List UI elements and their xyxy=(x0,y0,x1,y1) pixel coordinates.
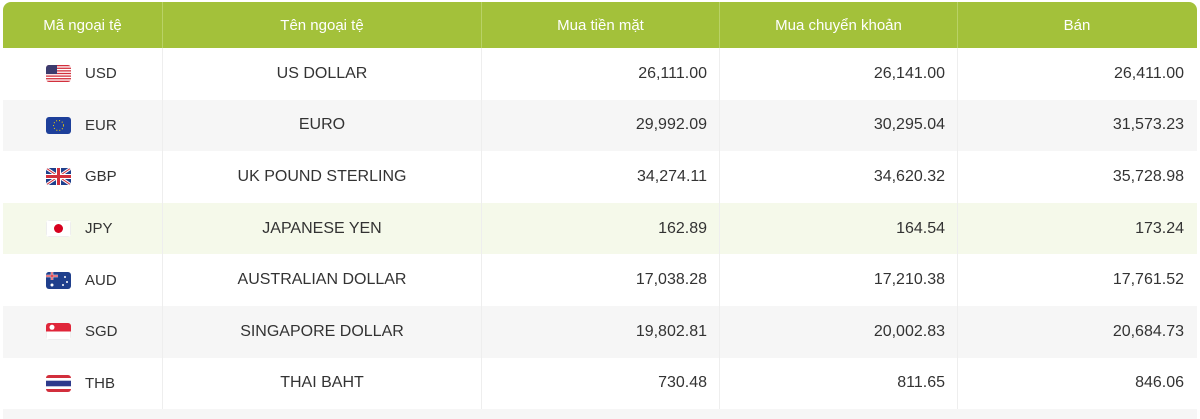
table-row: SGD SINGAPORE DOLLAR 19,802.81 20,002.83… xyxy=(3,305,1197,358)
currency-code-cell: AUD xyxy=(3,254,163,306)
singapore-flag-icon xyxy=(46,323,71,341)
transfer-buy-rate: 20,002.83 xyxy=(720,305,958,358)
table-row: JPY JAPANESE YEN 162.89 164.54 173.24 xyxy=(3,202,1197,255)
table-row: THB THAI BAHT 730.48 811.65 846.06 xyxy=(3,357,1197,410)
currency-name: THAI BAHT xyxy=(163,357,482,410)
sell-rate: 35,728.98 xyxy=(1112,167,1184,185)
currency-code-cell: GBP xyxy=(3,151,163,203)
transfer-buy-rate: 17,210.38 xyxy=(720,254,958,306)
currency-code: AUD xyxy=(85,271,117,289)
header-sell: Bán xyxy=(1063,16,1091,34)
currency-code-cell: JPY xyxy=(3,202,163,255)
currency-name: AUSTRALIAN DOLLAR xyxy=(163,254,482,306)
sell-rate: 26,411.00 xyxy=(1114,64,1184,82)
cash-buy-rate: 34,274.11 xyxy=(482,151,720,203)
table-row-partial xyxy=(3,409,1197,419)
table-row: USD US DOLLAR 26,111.00 26,141.00 26,411… xyxy=(3,48,1197,100)
header-name: Tên ngoại tệ xyxy=(163,2,482,48)
table-row: GBP UK POUND STERLING 34,274.11 34,620.3… xyxy=(3,151,1197,203)
currency-name: EURO xyxy=(163,99,482,152)
transfer-buy-rate: 34,620.32 xyxy=(720,151,958,203)
japan-flag-icon xyxy=(46,220,71,238)
currency-code: THB xyxy=(85,374,115,392)
cash-buy-rate: 19,802.81 xyxy=(482,305,720,358)
currency-code: USD xyxy=(85,65,117,83)
thailand-flag-icon xyxy=(46,374,71,392)
us-flag-icon xyxy=(46,65,71,83)
cash-buy-rate: 29,992.09 xyxy=(482,99,720,152)
transfer-buy-rate: 30,295.04 xyxy=(720,99,958,152)
currency-code: EUR xyxy=(85,116,117,134)
currency-code: GBP xyxy=(85,168,117,186)
cash-buy-rate: 730.48 xyxy=(482,357,720,410)
currency-code-cell: SGD xyxy=(3,305,163,358)
transfer-buy-rate: 811.65 xyxy=(720,357,958,410)
cash-buy-rate: 162.89 xyxy=(482,202,720,255)
eu-flag-icon xyxy=(46,116,71,134)
uk-flag-icon xyxy=(46,168,71,186)
header-code: Mã ngoại tệ xyxy=(3,2,163,48)
currency-name: JAPANESE YEN xyxy=(163,202,482,255)
table-row: AUD AUSTRALIAN DOLLAR 17,038.28 17,210.3… xyxy=(3,254,1197,306)
currency-name: US DOLLAR xyxy=(163,48,482,100)
sell-rate: 31,573.23 xyxy=(1112,116,1184,134)
header-cash-buy: Mua tiền mặt xyxy=(482,2,720,48)
cash-buy-rate: 26,111.00 xyxy=(482,48,720,100)
cash-buy-rate: 17,038.28 xyxy=(482,254,720,306)
currency-code: JPY xyxy=(85,220,113,238)
currency-code: SGD xyxy=(85,323,118,341)
currency-name: SINGAPORE DOLLAR xyxy=(163,305,482,358)
sell-rate: 17,761.52 xyxy=(1112,271,1184,289)
header-transfer-buy: Mua chuyển khoản xyxy=(720,2,958,48)
currency-code-cell: EUR xyxy=(3,99,163,152)
transfer-buy-rate: 26,141.00 xyxy=(720,48,958,100)
sell-rate: 846.06 xyxy=(1135,374,1184,392)
table-header: Mã ngoại tệ Tên ngoại tệ Mua tiền mặt Mu… xyxy=(3,2,1197,48)
table-row: EUR EURO 29,992.09 30,295.04 31,573.23 xyxy=(3,99,1197,152)
currency-code-cell: THB xyxy=(3,357,163,410)
transfer-buy-rate: 164.54 xyxy=(720,202,958,255)
currency-code-cell: USD xyxy=(3,48,163,100)
sell-rate: 20,684.73 xyxy=(1112,322,1184,340)
currency-name: UK POUND STERLING xyxy=(163,151,482,203)
sell-rate: 173.24 xyxy=(1135,219,1184,237)
exchange-rate-table: Mã ngoại tệ Tên ngoại tệ Mua tiền mặt Mu… xyxy=(3,2,1197,419)
australia-flag-icon xyxy=(46,271,71,289)
